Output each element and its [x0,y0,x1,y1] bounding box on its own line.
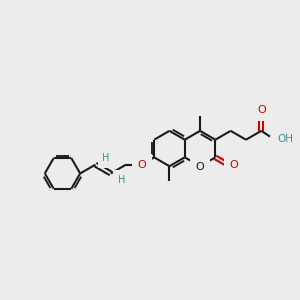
Text: O: O [137,160,146,170]
Text: O: O [230,160,239,170]
Text: H: H [103,153,110,164]
Text: O: O [196,162,204,172]
Text: OH: OH [278,134,294,144]
Text: O: O [257,105,266,115]
Text: H: H [118,175,125,184]
